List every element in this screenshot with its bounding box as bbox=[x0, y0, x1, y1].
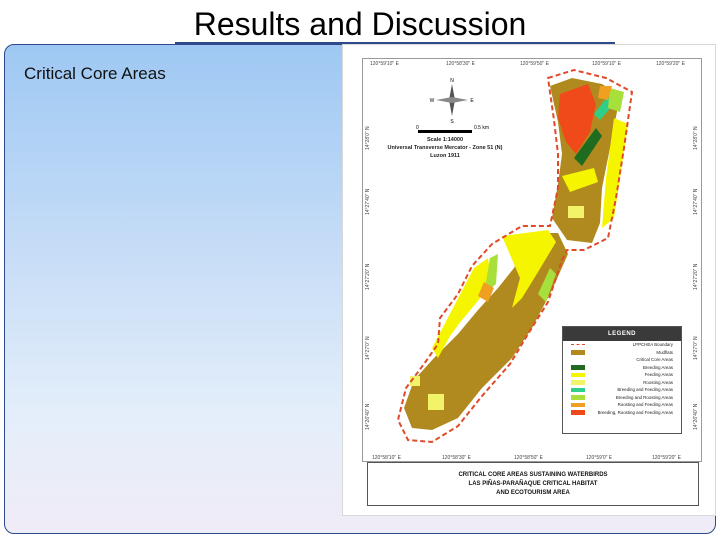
legend-swatch bbox=[571, 380, 585, 385]
coord-label: 120°58'50" E bbox=[514, 455, 543, 461]
legend-swatch bbox=[571, 350, 585, 355]
legend-row: LPPCHEA Boundary bbox=[563, 341, 681, 349]
legend-swatch bbox=[571, 402, 585, 407]
compass-w: W bbox=[430, 98, 435, 104]
legend-label: Breeding Areas bbox=[642, 364, 673, 370]
roosting-area bbox=[428, 394, 444, 410]
feeding-area bbox=[562, 168, 598, 192]
legend-row: Roosting and Feeding Areas bbox=[563, 401, 681, 409]
feeding-area bbox=[432, 258, 492, 358]
roosting-area bbox=[410, 376, 420, 386]
caption-line-2: LAS PIÑAS-PARAÑAQUE CRITICAL HABITAT bbox=[468, 481, 598, 487]
coord-label: 120°59'0" E bbox=[586, 455, 613, 461]
legend-label: Roosting Areas bbox=[643, 379, 673, 385]
legend-row: Roosting Areas bbox=[563, 379, 681, 387]
scale-line-1: Scale 1:14000 bbox=[426, 137, 464, 143]
legend-row: Breeding, Roosting and Feeding Areas bbox=[563, 409, 681, 417]
scale-zero: 0 bbox=[416, 125, 419, 131]
legend-swatch bbox=[571, 387, 585, 392]
scale-end: 0.5 km bbox=[474, 125, 490, 131]
legend-row: Feeding Areas bbox=[563, 371, 681, 379]
breeding-roosting-feeding-area bbox=[558, 84, 596, 154]
scale-line-2: Universal Transverse Mercator - Zone 51 … bbox=[387, 145, 503, 151]
compass-n: N bbox=[450, 78, 454, 84]
breeding-area bbox=[574, 128, 602, 166]
legend-row: Breeding and Roosting Areas bbox=[563, 394, 681, 402]
roosting-feeding-area bbox=[478, 282, 494, 302]
north-arrow-icon: N S E W bbox=[430, 78, 475, 124]
lppchea-boundary bbox=[396, 68, 634, 444]
breeding-roosting-area bbox=[484, 254, 498, 294]
coord-label: 120°58'30" E bbox=[442, 455, 471, 461]
legend-swatch bbox=[571, 410, 585, 415]
slide-title: Results and Discussion bbox=[193, 6, 527, 42]
breeding-roosting-area bbox=[538, 268, 556, 302]
legend-title: LEGEND bbox=[563, 327, 681, 341]
legend-label: Roosting and Feeding Areas bbox=[617, 402, 673, 407]
legend-label: Breeding and Feeding Areas bbox=[617, 387, 673, 392]
map-legend: LEGEND LPPCHEA Boundary Mudflats Critica… bbox=[562, 326, 682, 434]
coord-label: 120°58'10" E bbox=[372, 455, 401, 461]
legend-row: Breeding Areas bbox=[563, 364, 681, 372]
slide-subtitle: Critical Core Areas bbox=[24, 64, 166, 83]
coord-label: 120°58'30" E bbox=[446, 61, 475, 67]
legend-row: Critical Core Areas bbox=[563, 356, 681, 364]
coord-label: 120°59'10" E bbox=[592, 61, 621, 67]
legend-swatch bbox=[571, 395, 585, 400]
coord-label: 120°59'10" E bbox=[370, 61, 399, 67]
coord-label: 120°59'20" E bbox=[656, 61, 685, 67]
legend-label: Breeding and Roosting Areas bbox=[615, 394, 673, 400]
legend-swatch bbox=[571, 372, 585, 377]
coord-label: 120°59'50" E bbox=[520, 61, 549, 67]
breeding-roosting-area bbox=[608, 88, 624, 112]
legend-row: Mudflats bbox=[563, 349, 681, 357]
map-scale: 0 0.5 km Scale 1:14000 Universal Transve… bbox=[386, 122, 504, 160]
habitat-map bbox=[396, 68, 634, 444]
title-underline bbox=[175, 42, 615, 44]
scale-line-3: Luzon 1911 bbox=[430, 153, 460, 159]
legend-row: Breeding and Feeding Areas bbox=[563, 386, 681, 394]
caption-line-3: AND ECOTOURISM AREA bbox=[496, 490, 570, 496]
legend-label: Breeding, Roosting and Feeding Areas bbox=[597, 409, 673, 415]
compass-s: S bbox=[450, 119, 454, 124]
legend-label: Critical Core Areas bbox=[636, 357, 673, 362]
feeding-area bbox=[602, 118, 628, 228]
legend-swatch bbox=[571, 344, 585, 345]
scale-bar bbox=[418, 130, 472, 133]
legend-label: Mudflats bbox=[656, 349, 673, 355]
roosting-feeding-area bbox=[598, 86, 612, 100]
coord-label: 120°59'20" E bbox=[652, 455, 681, 461]
compass-e: E bbox=[470, 98, 474, 104]
map-caption: CRITICAL CORE AREAS SUSTAINING WATERBIRD… bbox=[367, 462, 699, 506]
feeding-area bbox=[502, 230, 556, 308]
legend-label: Feeding Areas bbox=[644, 372, 673, 377]
caption-line-1: CRITICAL CORE AREAS SUSTAINING WATERBIRD… bbox=[458, 472, 608, 478]
legend-label: LPPCHEA Boundary bbox=[632, 342, 673, 347]
roosting-area bbox=[568, 206, 584, 218]
legend-swatch bbox=[571, 365, 585, 370]
